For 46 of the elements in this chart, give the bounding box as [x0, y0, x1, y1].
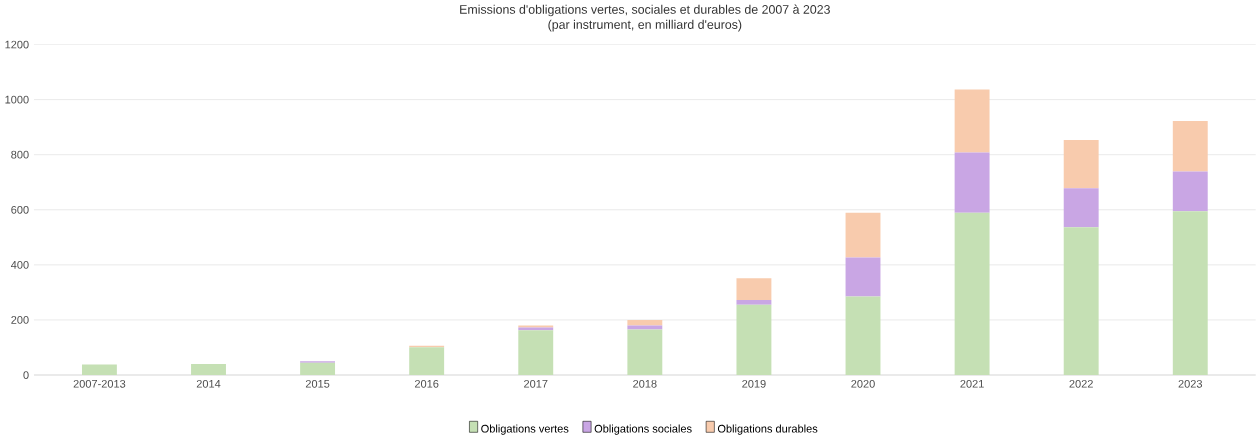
x-tick-label: 2023 [1178, 379, 1203, 388]
bar [736, 278, 772, 301]
bar [736, 300, 772, 305]
y-tick-label: 400 [10, 260, 29, 269]
bar [1172, 121, 1208, 172]
bar [954, 212, 990, 375]
x-tick-label: 2019 [742, 379, 766, 388]
bar [300, 362, 336, 375]
chart-title: Emissions d'obligations vertes, sociales et durables de 2007 à 2023 [460, 4, 830, 17]
x-tick-label: 2014 [196, 379, 221, 388]
bar [81, 364, 117, 375]
x-tick-label: 2007-2013 [73, 379, 126, 388]
x-tick-label: 2021 [960, 379, 984, 388]
legend-label: Obligations sociales [594, 424, 692, 435]
bar [1063, 188, 1099, 228]
x-tick-label: 2015 [305, 379, 330, 388]
bar [954, 89, 990, 153]
bar [627, 319, 663, 326]
bar [845, 257, 881, 297]
y-tick-label: 1200 [5, 40, 29, 49]
bar [954, 152, 990, 213]
bar [1172, 211, 1208, 375]
legend-label: Obligations durables [717, 424, 818, 435]
y-tick-label: 1000 [5, 95, 29, 104]
bar [845, 296, 881, 375]
y-tick-label: 200 [11, 316, 29, 324]
bar [627, 325, 663, 330]
legend-label: Obligations vertes [481, 424, 569, 435]
bar [191, 363, 226, 375]
bar [736, 304, 772, 375]
bar [627, 329, 663, 375]
y-tick-label: 800 [11, 150, 29, 159]
y-tick-label: 600 [11, 205, 29, 214]
bar [1063, 227, 1099, 375]
x-tick-label: 2022 [1069, 379, 1093, 388]
y-tick-label: 0 [23, 371, 29, 379]
x-tick-label: 2017 [524, 379, 548, 388]
bar [1063, 140, 1099, 189]
bar [1172, 171, 1208, 212]
x-tick-label: 2016 [414, 379, 439, 388]
bar [518, 330, 554, 375]
x-tick-label: 2018 [633, 379, 657, 388]
bar [845, 212, 881, 258]
chart-subtitle: (par instrument, en milliard d'euros) [548, 19, 742, 32]
x-tick-label: 2020 [851, 379, 875, 388]
bar [409, 347, 445, 375]
